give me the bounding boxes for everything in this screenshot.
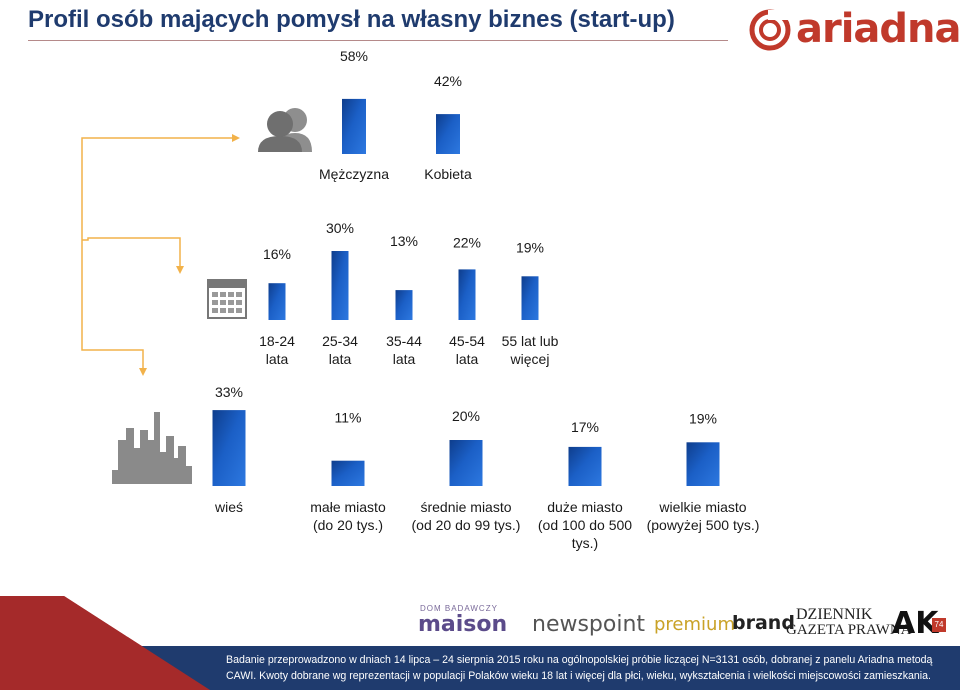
gender-value-label-1: 42% [434, 73, 462, 89]
place-bar-2 [449, 440, 483, 486]
ariadna-logo-text: ariadna [796, 6, 960, 52]
ariadna-logo-icon [749, 9, 794, 51]
ak-logo: AK [892, 606, 939, 641]
place-value-label-0: 33% [215, 384, 243, 400]
page-title: Profil osób mających pomysł na własny bi… [28, 6, 675, 33]
age-value-label-0: 16% [263, 246, 291, 262]
gender-value-label-0: 58% [340, 48, 368, 64]
profile-chart: 58% Mężczyzna 42% Kobieta 16% 18-24 lata 30% 25-… [81, 48, 760, 551]
place-bar-0 [212, 410, 246, 486]
age-category-label-0: 18-24 lata [259, 333, 295, 367]
footer-line-2: CAWI. Kwoty dobrane wg reprezentacji w p… [226, 670, 931, 682]
age-bar-0 [268, 283, 286, 320]
place-category-label-1: małe miasto (do 20 tys.) [310, 499, 386, 533]
city-skyline-icon [112, 412, 192, 484]
age-value-label-2: 13% [390, 233, 418, 249]
arrow-connector-icon [81, 134, 240, 376]
place-category-label-4: wielkie miasto (powyżej 500 tys.) [647, 499, 760, 533]
gender-category-label-1: Kobieta [424, 166, 472, 182]
place-bar-4 [686, 442, 720, 486]
maison-logo: maison [418, 612, 508, 637]
premium-brand-logo-premium: premium [654, 614, 735, 635]
place-bar-1 [331, 460, 365, 486]
calendar-icon [207, 279, 247, 319]
gender-bar-1 [436, 114, 460, 154]
people-icon [258, 108, 312, 152]
age-value-label-4: 19% [516, 239, 544, 255]
age-bar-1 [331, 251, 349, 320]
age-bar-2 [395, 290, 413, 320]
age-value-label-1: 30% [326, 220, 354, 236]
dgp-logo-line2: GAZETA PRAWNA [786, 622, 912, 638]
age-bar-4 [521, 276, 539, 320]
place-value-label-2: 20% [452, 408, 480, 424]
place-value-label-3: 17% [571, 419, 599, 435]
maison-logo-caption: DOM BADAWCZY [420, 604, 498, 613]
sponsor-logos: DOM BADAWCZY maison newspoint premium br… [410, 600, 960, 644]
place-bar-3 [568, 446, 602, 486]
age-category-label-2: 35-44 lata [386, 333, 422, 367]
age-category-label-3: 45-54 lata [449, 333, 485, 367]
gender-bar-0 [342, 98, 366, 154]
premium-brand-logo-brand: brand [732, 612, 795, 634]
place-category-label-3: duże miasto (od 100 do 500 tys.) [538, 499, 632, 551]
ak-logo-badge: 74 [932, 618, 946, 632]
age-bar-3 [458, 269, 476, 320]
footer-line-1: Badanie przeprowadzono w dniach 14 lipca… [226, 654, 933, 666]
dgp-logo-line1: DZIENNIK [796, 606, 873, 623]
age-value-label-3: 22% [453, 234, 481, 250]
place-value-label-1: 11% [335, 410, 362, 426]
ariadna-logo: ariadna [748, 6, 960, 52]
gender-category-label-0: Mężczyzna [319, 166, 389, 182]
place-category-label-0: wieś [214, 499, 243, 515]
footer-wedge-overlay [0, 596, 210, 690]
footer-note: Badanie przeprowadzono w dniach 14 lipca… [226, 652, 954, 684]
place-value-label-4: 19% [689, 410, 717, 426]
title-divider [28, 40, 728, 41]
place-category-label-2: średnie miasto (od 20 do 99 tys.) [412, 499, 521, 533]
newspoint-logo: newspoint [532, 612, 646, 637]
age-category-label-1: 25-34 lata [322, 333, 358, 367]
age-category-label-4: 55 lat lub więcej [502, 333, 559, 367]
